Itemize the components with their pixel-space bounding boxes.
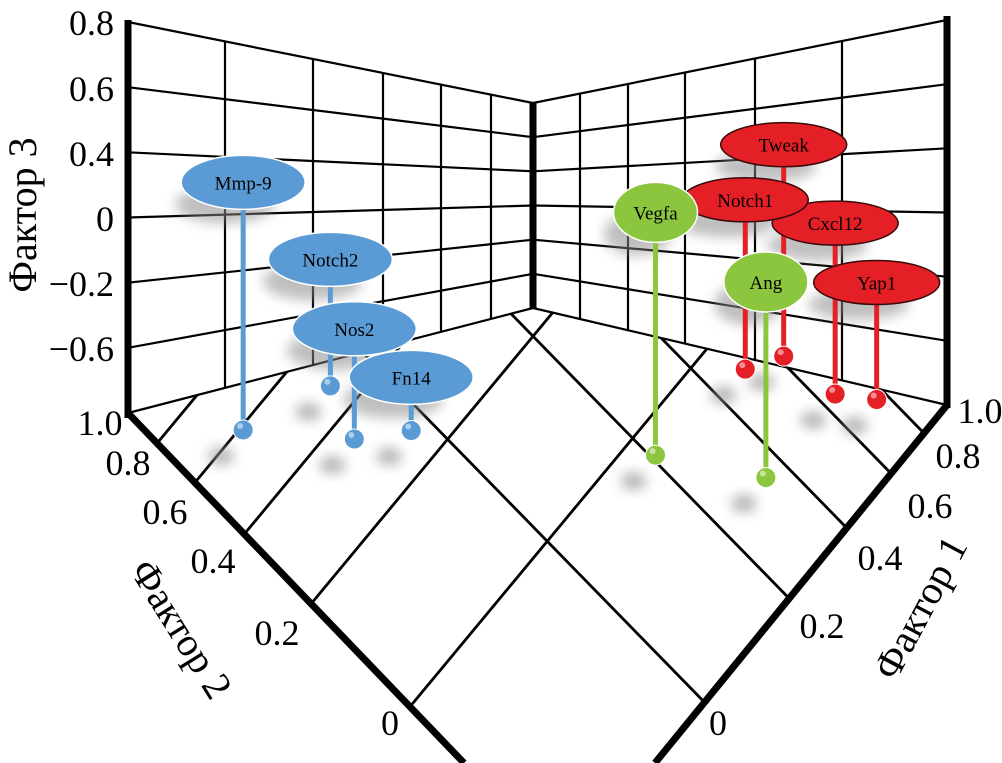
point-label: Yap1 [857, 273, 896, 294]
ball-shadow [710, 386, 737, 405]
ball-shadow [295, 402, 322, 421]
point-ball [400, 420, 422, 442]
point-balloon [719, 121, 848, 168]
point-ball [319, 375, 341, 397]
point-ball-highlight [649, 448, 656, 455]
wall-gridline [532, 18, 948, 105]
point-label: Cxcl12 [808, 214, 863, 235]
y-tick-label: 0.8 [106, 443, 151, 483]
y-tick-label: 1.0 [78, 403, 123, 443]
floor-gridline [128, 308, 892, 474]
ball-shadow [841, 416, 868, 435]
wall-gridline [532, 83, 948, 139]
y-tick-label: 0 [381, 703, 399, 743]
data-point-tweak: Tweak [719, 121, 848, 367]
wall-gridline [127, 20, 534, 105]
y-tick-label: 0.4 [191, 541, 236, 581]
point-label: Mmp-9 [215, 173, 272, 194]
point-label: Notch2 [302, 250, 358, 271]
z-tick-label: 0.4 [69, 134, 114, 174]
point-label: Fn14 [392, 368, 432, 389]
point-balloon [723, 251, 809, 313]
point-ball [343, 428, 365, 450]
point-ball [755, 467, 777, 489]
point-ball [645, 444, 667, 466]
point-balloon [267, 231, 394, 288]
point-ball-highlight [237, 422, 244, 429]
point-ball [824, 383, 846, 405]
data-point-notch1: Notch1 [681, 177, 810, 380]
z-tick-label: 0.8 [69, 3, 114, 43]
point-balloon [771, 200, 899, 246]
data-point-mmp-9: Mmp-9 [180, 154, 306, 441]
point-ball-highlight [324, 378, 331, 385]
floor-gridline [128, 308, 789, 598]
floor-gridline [311, 308, 947, 603]
data-point-fn14: Fn14 [348, 349, 474, 442]
point-ball [773, 345, 795, 367]
data-point-yap1: Yap1 [812, 259, 941, 411]
z-tick-label: −0.6 [49, 329, 114, 369]
point-balloon [612, 181, 699, 244]
point-ball-highlight [870, 392, 877, 399]
x-tick-label: 0.4 [858, 538, 903, 578]
data-points: Tweak Cxcl12 Notch1 Yap1 Ang Vegfa Mmp-9 Notch2… [180, 121, 941, 489]
floor-gridline [411, 308, 947, 705]
point-ball [232, 419, 254, 441]
point-label: Ang [750, 273, 783, 294]
wall-gridline [127, 151, 534, 173]
point-ball-highlight [777, 349, 784, 356]
ball-shadow [730, 494, 757, 513]
floor-gridline [128, 308, 704, 701]
ball-shadow [376, 447, 403, 466]
x-tick-label: 0 [709, 703, 727, 743]
data-point-cxcl12: Cxcl12 [771, 200, 899, 405]
ball-shadow [800, 411, 827, 430]
floor-gridline [128, 308, 847, 528]
wall-gridline [127, 86, 534, 139]
point-ball-highlight [739, 362, 746, 369]
point-label: Tweak [759, 136, 810, 157]
x-tick-label: 0.8 [936, 436, 981, 476]
point-balloon [180, 154, 306, 211]
point-balloon [348, 349, 474, 406]
y-tick-label: 0.2 [255, 613, 300, 653]
point-label: Nos2 [334, 320, 374, 341]
data-point-notch2: Notch2 [267, 231, 394, 397]
data-point-ang: Ang [723, 251, 809, 489]
z-axis-title: Фактор 3 [0, 137, 45, 292]
z-tick-label: 0 [96, 199, 114, 239]
data-point-vegfa: Vegfa [612, 181, 699, 466]
z-tick-label: 0.6 [69, 69, 114, 109]
point-ball-highlight [405, 423, 412, 430]
z-tick-label: −0.2 [49, 264, 114, 304]
ball-shadow [208, 446, 235, 465]
data-point-nos2: Nos2 [291, 301, 418, 450]
point-ball-highlight [829, 387, 836, 394]
x-tick-label: 0.2 [800, 606, 845, 646]
ball-shadow [620, 472, 647, 491]
point-label: Notch1 [717, 191, 773, 212]
point-balloon [812, 259, 941, 306]
point-ball-highlight [759, 470, 766, 477]
y-axis-line [125, 410, 467, 763]
ball-shadow [319, 456, 346, 475]
point-ball-highlight [348, 432, 355, 439]
y-tick-label: 0.6 [143, 492, 188, 532]
point-balloon [291, 301, 418, 357]
point-ball [866, 389, 888, 411]
x-tick-label: 1.0 [958, 391, 1002, 431]
axes [124, 16, 951, 763]
point-label: Vegfa [633, 203, 678, 224]
x-tick-label: 0.6 [908, 486, 953, 526]
x-axis-line [652, 402, 950, 763]
point-ball [734, 358, 756, 380]
